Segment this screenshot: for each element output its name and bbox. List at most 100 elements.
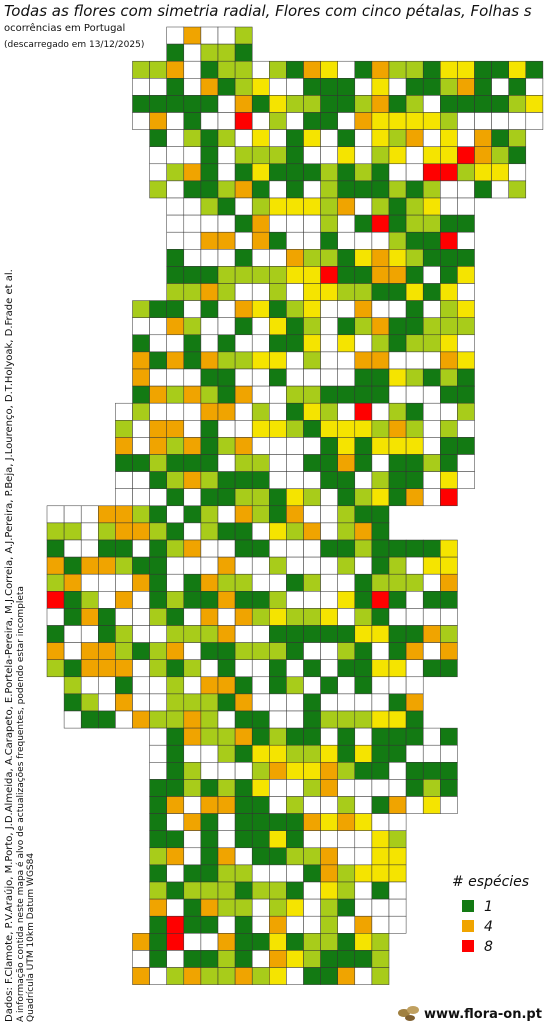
grid-cell (251, 300, 270, 318)
grid-cell (183, 437, 202, 455)
grid-cell (166, 659, 185, 678)
grid-cell (98, 693, 116, 712)
grid-cell (46, 659, 65, 678)
grid-cell (269, 266, 287, 284)
grid-cell (388, 710, 407, 729)
grid-cell (354, 556, 373, 575)
grid-cell (200, 385, 219, 404)
grid-cell (388, 129, 407, 147)
grid-cell (200, 864, 219, 883)
grid-cell (149, 830, 167, 849)
download-date: (descarregado em 13/12/2025) (4, 40, 144, 50)
grid-cell (217, 864, 236, 883)
grid-cell (320, 351, 338, 370)
grid-cell (440, 334, 458, 353)
grid-cell (320, 813, 338, 831)
grid-cell (440, 591, 458, 609)
grid-cell (440, 727, 458, 746)
grid-cell (269, 283, 287, 301)
grid-cell (115, 608, 133, 626)
grid-cell (286, 471, 304, 489)
grid-cell (371, 402, 390, 421)
grid-cell (337, 573, 356, 592)
grid-cell (234, 967, 253, 985)
grid-cell (183, 608, 202, 626)
grid-cell (132, 78, 150, 96)
grid-cell (388, 779, 407, 797)
grid-cell (217, 95, 236, 113)
grid-cell (63, 676, 82, 695)
grid-cell (354, 197, 373, 216)
grid-cell (422, 368, 441, 387)
grid-cell (200, 727, 219, 746)
grid-cell (337, 522, 356, 541)
grid-cell (269, 60, 287, 79)
grid-cell (286, 146, 304, 165)
grid-cell (234, 402, 253, 421)
grid-cell (320, 693, 338, 712)
grid-cell (166, 300, 185, 318)
grid-cell (405, 129, 424, 147)
grid-cell (269, 112, 287, 130)
grid-cell (354, 78, 373, 96)
grid-cell (269, 847, 287, 866)
grid-cell (132, 368, 150, 387)
grid-cell (303, 454, 321, 472)
grid-cell (183, 727, 202, 746)
grid-cell (320, 642, 338, 660)
grid-cell (80, 642, 99, 660)
grid-cell (98, 539, 116, 558)
grid-cell (405, 420, 424, 438)
grid-cell (115, 573, 133, 592)
grid-cell (422, 112, 441, 130)
grid-cell (46, 573, 65, 592)
grid-cell (320, 522, 338, 541)
grid-cell (457, 214, 475, 233)
grid-cell (251, 163, 270, 182)
legend-label: 8 (484, 939, 493, 955)
grid-cell (98, 642, 116, 660)
grid-cell (166, 556, 185, 575)
grid-cell (132, 420, 150, 438)
grid-cell (337, 710, 356, 729)
grid-cell (320, 727, 338, 746)
grid-cell (269, 539, 287, 558)
grid-cell (183, 933, 202, 951)
grid-cell (200, 779, 219, 797)
grid-cell (457, 402, 475, 421)
grid-cell (508, 129, 527, 147)
grid-cell (422, 402, 441, 421)
grid-cell (286, 642, 304, 660)
grid-cell (457, 78, 475, 96)
grid-cell (457, 471, 475, 489)
grid-cell (269, 197, 287, 216)
grid-cell (269, 881, 287, 900)
legend-label: 1 (484, 899, 493, 915)
grid-cell (303, 437, 321, 455)
grid-cell (388, 95, 407, 113)
grid-cell (422, 385, 441, 404)
grid-cell (371, 283, 390, 301)
grid-cell (303, 881, 321, 900)
grid-cell (371, 608, 390, 626)
grid-cell (440, 146, 458, 165)
grid-cell (440, 762, 458, 780)
grid-cell (303, 300, 321, 318)
grid-cell (303, 197, 321, 216)
grid-cell (200, 249, 219, 267)
grid-cell (217, 78, 236, 96)
grid-cell (234, 95, 253, 113)
grid-cell (217, 591, 236, 609)
grid-cell (371, 420, 390, 438)
grid-cell (132, 60, 150, 79)
grid-cell (200, 231, 219, 250)
grid-cell (166, 437, 185, 455)
grid-cell (422, 608, 441, 626)
grid-cell (200, 180, 219, 199)
legend-swatch (462, 920, 474, 932)
grid-cell (405, 556, 424, 575)
grid-cell (132, 659, 150, 678)
grid-cell (422, 95, 441, 113)
grid-cell (200, 539, 219, 558)
grid-cell (183, 864, 202, 883)
